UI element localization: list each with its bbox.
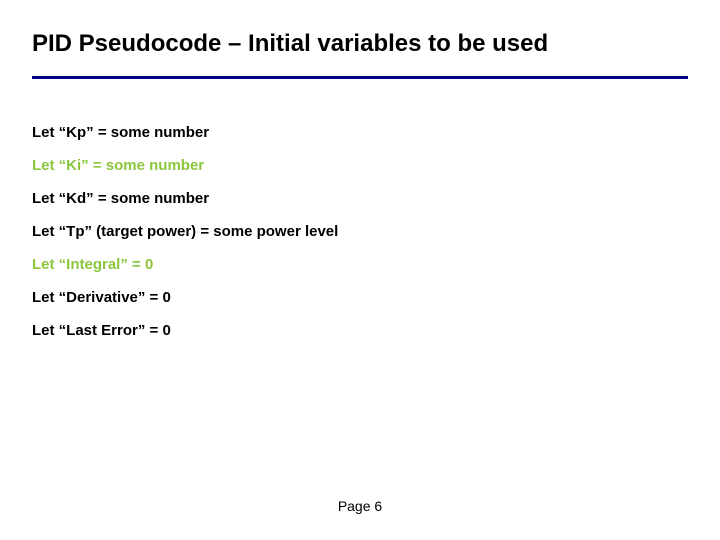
slide-title: PID Pseudocode – Initial variables to be… bbox=[32, 30, 548, 58]
code-line: Let “Kd” = some number bbox=[32, 190, 672, 208]
code-line: Let “Integral” = 0 bbox=[32, 256, 672, 274]
code-line: Let “Ki” = some number bbox=[32, 157, 672, 175]
title-underline bbox=[32, 76, 688, 79]
code-line: Let “Kp” = some number bbox=[32, 124, 672, 142]
slide: PID Pseudocode – Initial variables to be… bbox=[0, 0, 720, 540]
pseudocode-block: Let “Kp” = some number Let “Ki” = some n… bbox=[32, 124, 672, 355]
code-line: Let “Tp” (target power) = some power lev… bbox=[32, 223, 672, 241]
page-number: Page 6 bbox=[0, 498, 720, 514]
code-line: Let “Derivative” = 0 bbox=[32, 289, 672, 307]
code-line: Let “Last Error” = 0 bbox=[32, 322, 672, 340]
